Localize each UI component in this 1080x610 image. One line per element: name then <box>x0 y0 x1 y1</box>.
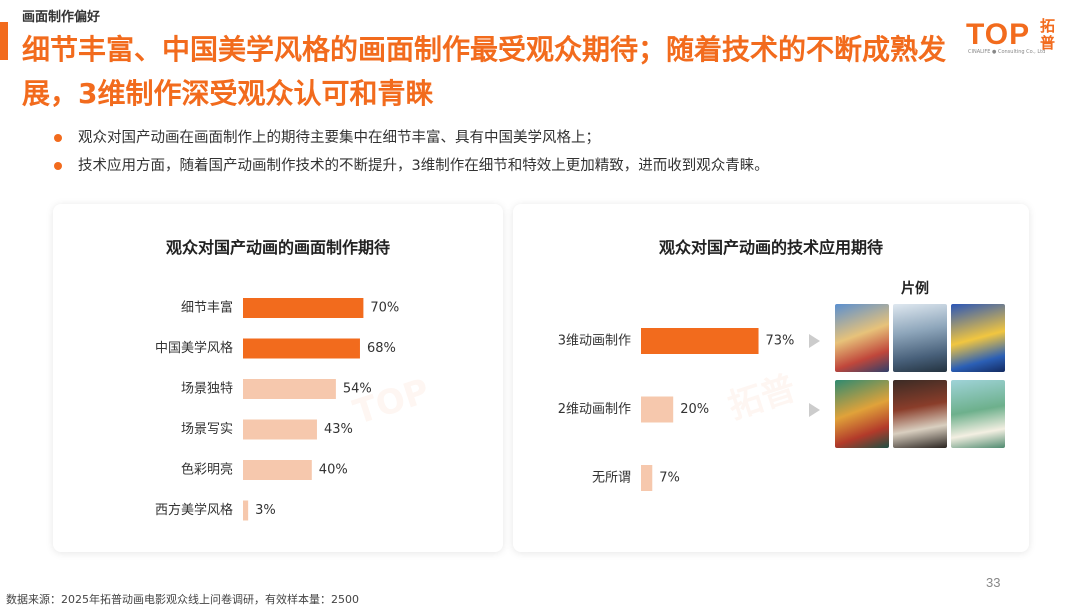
poster-3d-2 <box>893 304 947 372</box>
logo-cn-2: 普 <box>1040 34 1056 52</box>
poster-3d-1 <box>835 304 889 372</box>
chart-panel-picture-production: TOP 观众对国产动画的画面制作期待 细节丰富 70% 中国美学风格 68% 场景独特 5… <box>53 204 503 552</box>
poster-2d-2 <box>893 380 947 448</box>
data-source: 数据来源：2025年拓普动画电影观众线上问卷调研，有效样本量：2500 <box>6 593 359 606</box>
category-label: 细节丰富 <box>181 300 233 316</box>
page-title: 细节丰富、中国美学风格的画面制作最受观众期待；随着技术的不断成熟发 展，3维制作… <box>22 28 972 116</box>
category-label: 中国美学风格 <box>155 340 233 356</box>
pointer-arrow-icon <box>809 403 820 417</box>
accent-bar <box>0 22 8 60</box>
bar <box>243 460 312 480</box>
data-label: 70% <box>370 301 399 316</box>
category-label: 场景独特 <box>181 382 233 397</box>
chart-title: 观众对国产动画的技术应用期待 <box>658 238 883 257</box>
category-label: 西方美学风格 <box>155 502 233 518</box>
bar <box>243 419 317 440</box>
category-label: 无所谓 <box>592 471 631 486</box>
logo-cn-1: 拓 <box>1040 17 1056 35</box>
bar <box>243 500 249 521</box>
bullet-item: 观众对国产动画在画面制作上的期待主要集中在细节丰富、具有中国美学风格上； <box>52 124 769 152</box>
bar-chart-picture-production: 细节丰富 70% 中国美学风格 68% 场景独特 54% 场景写实 43% 色彩明亮 40% 西方美… <box>155 298 399 521</box>
chart-panel-technology: 拓普 观众对国产动画的技术应用期待 3维动画制作 73% 2维动画制作 20% 无所谓 7… <box>513 204 1029 552</box>
data-label: 20% <box>680 402 709 417</box>
logo-text: TOP <box>966 18 1031 51</box>
data-label: 40% <box>319 463 348 478</box>
brand-logo: TOP CINALIFE ● Consulting Co., Ltd 拓 普 <box>966 18 1072 58</box>
page-number: 33 <box>986 575 1001 590</box>
bar <box>243 338 360 359</box>
poster-2d-3 <box>951 380 1005 448</box>
bar <box>243 379 336 399</box>
bar <box>243 298 364 318</box>
orange-dot-icon <box>54 134 62 142</box>
bar <box>641 465 653 491</box>
data-label: 7% <box>659 471 680 486</box>
category-label: 2维动画制作 <box>558 402 631 417</box>
bullet-text: 技术应用方面，随着国产动画制作技术的不断提升，3维制作在细节和特效上更加精致，进… <box>78 158 769 174</box>
bullet-item: 技术应用方面，随着国产动画制作技术的不断提升，3维制作在细节和特效上更加精致，进… <box>52 152 769 180</box>
data-label: 3% <box>255 503 276 518</box>
orange-dot-icon <box>54 162 62 170</box>
data-label: 54% <box>343 382 372 397</box>
examples-title: 片例 <box>901 281 929 297</box>
headline-line-1: 细节丰富、中国美学风格的画面制作最受观众期待；随着技术的不断成熟发 <box>22 33 947 66</box>
data-label: 68% <box>367 341 396 356</box>
pointer-arrow-icon <box>809 334 820 348</box>
poster-3d-3 <box>951 304 1005 372</box>
headline-line-2: 展，3维制作深受观众认可和青睐 <box>22 77 434 110</box>
data-label: 73% <box>766 334 795 349</box>
bar <box>641 328 759 354</box>
data-label: 43% <box>324 422 353 437</box>
category-label: 色彩明亮 <box>181 462 233 478</box>
chart-title: 观众对国产动画的画面制作期待 <box>165 238 390 257</box>
bullet-text: 观众对国产动画在画面制作上的期待主要集中在细节丰富、具有中国美学风格上； <box>78 130 600 146</box>
category-label: 场景写实 <box>181 422 233 437</box>
logo-tagline: CINALIFE ● Consulting Co., Ltd <box>968 49 1046 55</box>
category-label: 3维动画制作 <box>558 334 631 349</box>
poster-2d-1 <box>835 380 889 448</box>
logo-cn: 拓 普 <box>1040 18 1058 52</box>
bar-chart-technology: 3维动画制作 73% 2维动画制作 20% 无所谓 7% <box>558 328 795 491</box>
bar <box>641 396 674 423</box>
bullet-list: 观众对国产动画在画面制作上的期待主要集中在细节丰富、具有中国美学风格上； 技术应… <box>52 124 769 180</box>
section-label: 画面制作偏好 <box>22 10 101 25</box>
